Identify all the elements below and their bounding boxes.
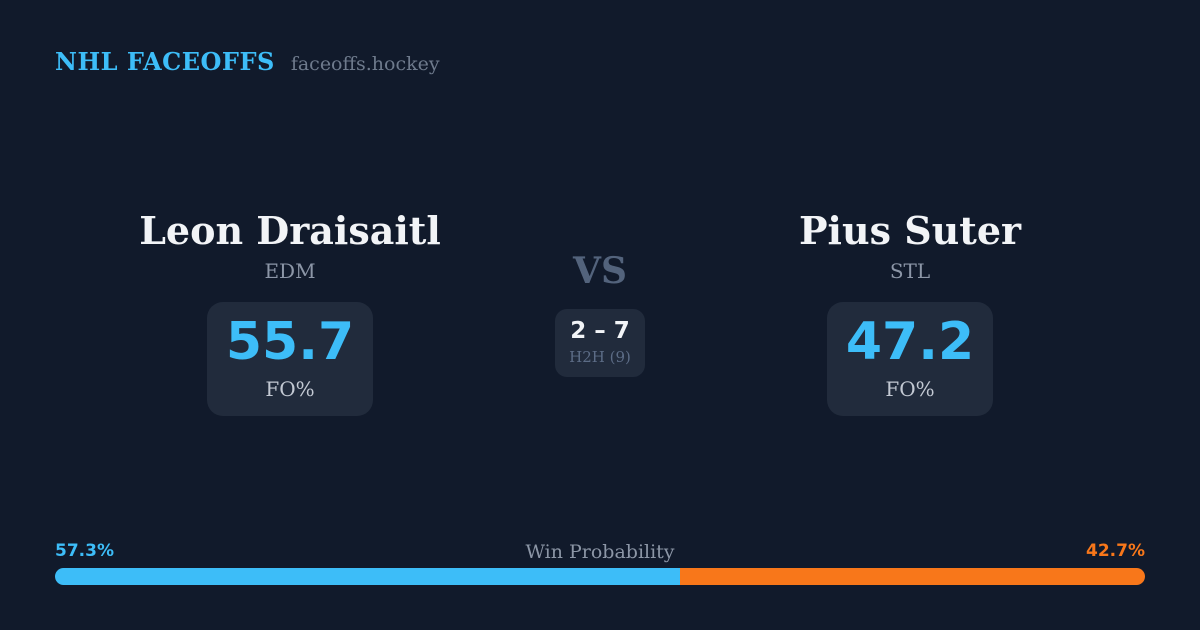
- stat-value-right: 47.2: [845, 312, 975, 373]
- stat-label-right: FO%: [885, 377, 935, 402]
- player-column-left: Leon Draisaitl EDM 55.7 FO%: [115, 210, 465, 416]
- center-column: VS 2 – 7 H2H (9): [510, 253, 690, 377]
- stat-value-left: 55.7: [225, 312, 355, 373]
- site-url: faceoffs.hockey: [290, 53, 440, 75]
- stat-label-left: FO%: [265, 377, 315, 402]
- win-probability-right-pct: 42.7%: [1086, 541, 1145, 561]
- win-probability-left-pct: 57.3%: [55, 541, 114, 561]
- h2h-score: 2 – 7: [570, 318, 630, 344]
- win-probability-bar: [55, 568, 1145, 585]
- vs-label: VS: [573, 250, 627, 292]
- brand-title: NHL FACEOFFS: [55, 47, 275, 76]
- win-probability-labels: 57.3% Win Probability 42.7%: [55, 541, 1145, 563]
- stat-card-right: 47.2 FO%: [827, 301, 993, 416]
- player-column-right: Pius Suter STL 47.2 FO%: [735, 210, 1085, 416]
- win-probability-bar-right-segment: [679, 568, 1145, 585]
- h2h-label: H2H (9): [569, 348, 631, 366]
- player-team-right: STL: [889, 258, 931, 283]
- header: NHL FACEOFFS faceoffs.hockey: [55, 47, 440, 76]
- win-probability-title: Win Probability: [525, 541, 675, 563]
- h2h-card: 2 – 7 H2H (9): [555, 309, 645, 377]
- stat-card-left: 55.7 FO%: [207, 301, 373, 416]
- win-probability-bar-left-segment: [55, 568, 680, 585]
- player-team-left: EDM: [264, 258, 316, 283]
- player-name-left: Leon Draisaitl: [139, 208, 441, 253]
- player-name-right: Pius Suter: [798, 208, 1022, 253]
